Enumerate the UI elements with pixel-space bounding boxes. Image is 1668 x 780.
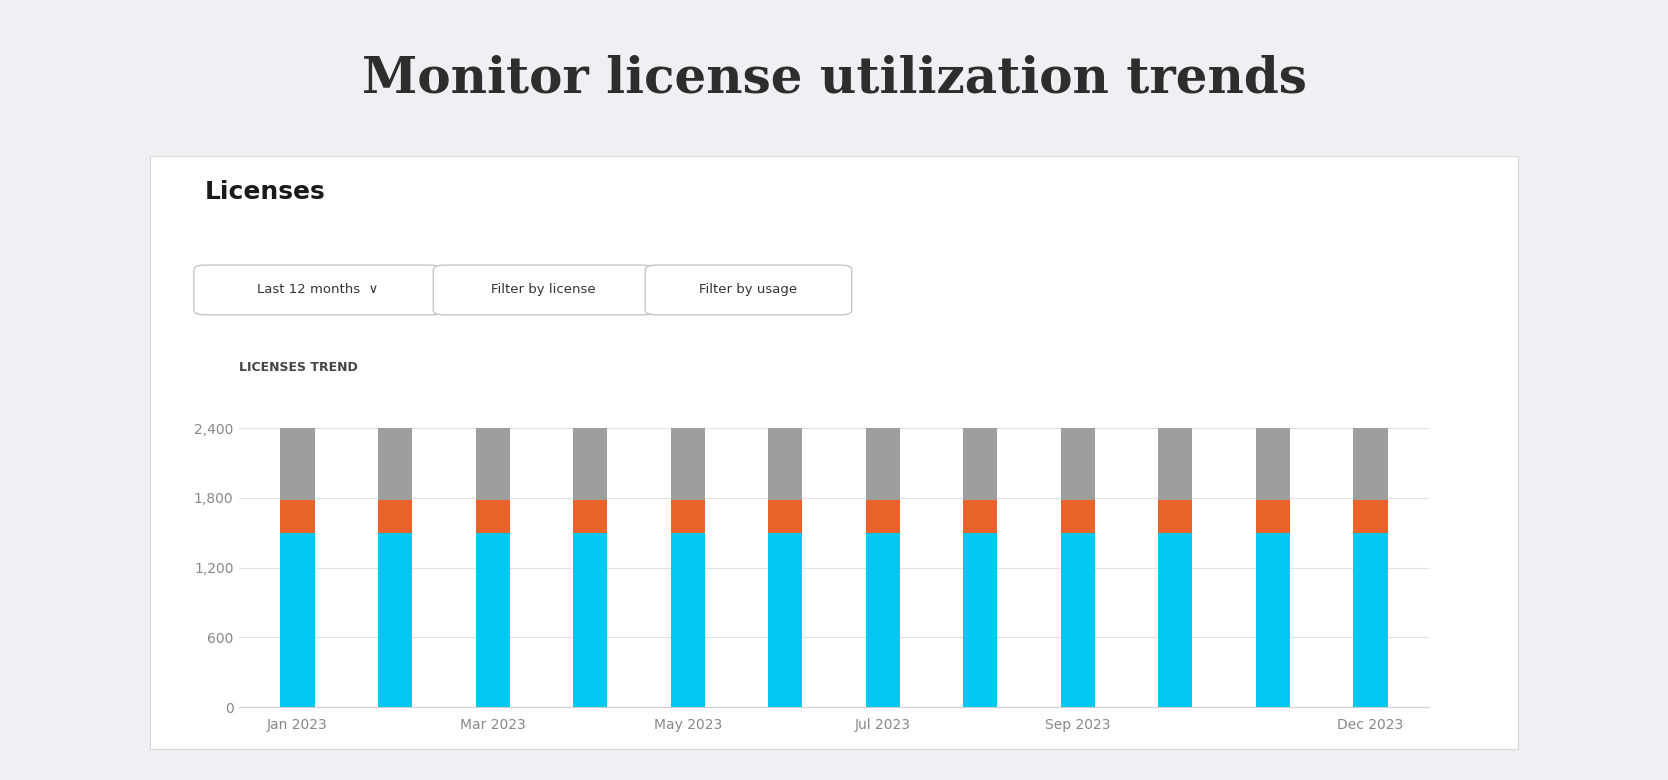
Bar: [671, 533, 706, 707]
Bar: [475, 533, 510, 707]
Bar: [280, 533, 315, 707]
Bar: [574, 500, 607, 533]
Text: LICENSES TREND: LICENSES TREND: [239, 361, 357, 374]
Bar: [962, 428, 997, 500]
Bar: [1353, 500, 1388, 533]
Bar: [866, 500, 899, 533]
Bar: [475, 428, 510, 500]
Bar: [1353, 428, 1388, 500]
Bar: [1158, 500, 1193, 533]
Text: Filter by usage: Filter by usage: [699, 283, 797, 296]
Text: Last 12 months  ∨: Last 12 months ∨: [257, 283, 379, 296]
Bar: [1158, 428, 1193, 500]
Bar: [379, 533, 412, 707]
Bar: [379, 428, 412, 500]
Bar: [1256, 428, 1289, 500]
Bar: [280, 428, 315, 500]
Bar: [1256, 500, 1289, 533]
Bar: [1158, 533, 1193, 707]
Bar: [1061, 428, 1094, 500]
Text: Licenses: Licenses: [205, 179, 325, 204]
Bar: [866, 533, 899, 707]
Bar: [1353, 533, 1388, 707]
Text: Monitor license utilization trends: Monitor license utilization trends: [362, 55, 1306, 104]
Bar: [1061, 533, 1094, 707]
Bar: [962, 533, 997, 707]
Bar: [280, 500, 315, 533]
Bar: [1256, 533, 1289, 707]
FancyBboxPatch shape: [434, 265, 654, 315]
Text: Filter by license: Filter by license: [490, 283, 595, 296]
Bar: [962, 500, 997, 533]
FancyBboxPatch shape: [646, 265, 852, 315]
Bar: [769, 428, 802, 500]
Bar: [769, 500, 802, 533]
Bar: [1061, 500, 1094, 533]
Bar: [574, 533, 607, 707]
FancyBboxPatch shape: [193, 265, 442, 315]
Bar: [671, 500, 706, 533]
Bar: [379, 500, 412, 533]
Bar: [769, 533, 802, 707]
Bar: [866, 428, 899, 500]
Bar: [475, 500, 510, 533]
Bar: [574, 428, 607, 500]
Bar: [671, 428, 706, 500]
